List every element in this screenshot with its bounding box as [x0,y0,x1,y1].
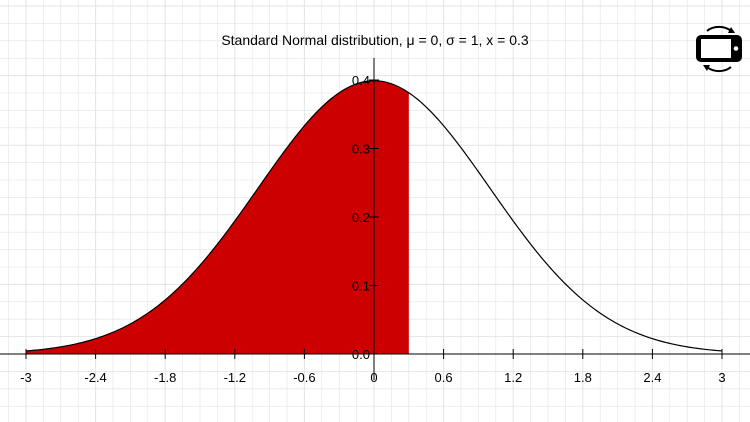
x-tick-label: 0.6 [435,370,453,385]
x-tick-label: 0 [370,370,377,385]
rotate-device-button[interactable] [690,22,748,76]
x-tick-label: -1.2 [224,370,246,385]
chart-title: Standard Normal distribution, μ = 0, σ =… [221,32,529,48]
y-tick-label: 0.0 [352,347,370,362]
y-tick-label: 0.1 [352,279,370,294]
x-tick-label: -3 [20,370,32,385]
x-tick-label: -0.6 [293,370,315,385]
y-tick-label: 0.4 [352,73,370,88]
x-tick-label: -2.4 [84,370,106,385]
y-tick-label: 0.3 [352,142,370,157]
x-tick-label: 3 [718,370,725,385]
y-axis-ticks: 0.0 0.1 0.2 0.3 0.4 [352,73,379,362]
y-tick-label: 0.2 [352,210,370,225]
x-tick-label: 2.4 [643,370,661,385]
x-tick-label: -1.8 [154,370,176,385]
x-tick-label: 1.2 [504,370,522,385]
x-tick-label: 1.8 [574,370,592,385]
rotate-device-icon [696,25,742,73]
shaded-area [26,80,409,354]
x-axis-ticks: -3 -2.4 -1.8 -1.2 -0.6 0 0.6 1.2 1.8 2.4 3 [20,349,726,385]
